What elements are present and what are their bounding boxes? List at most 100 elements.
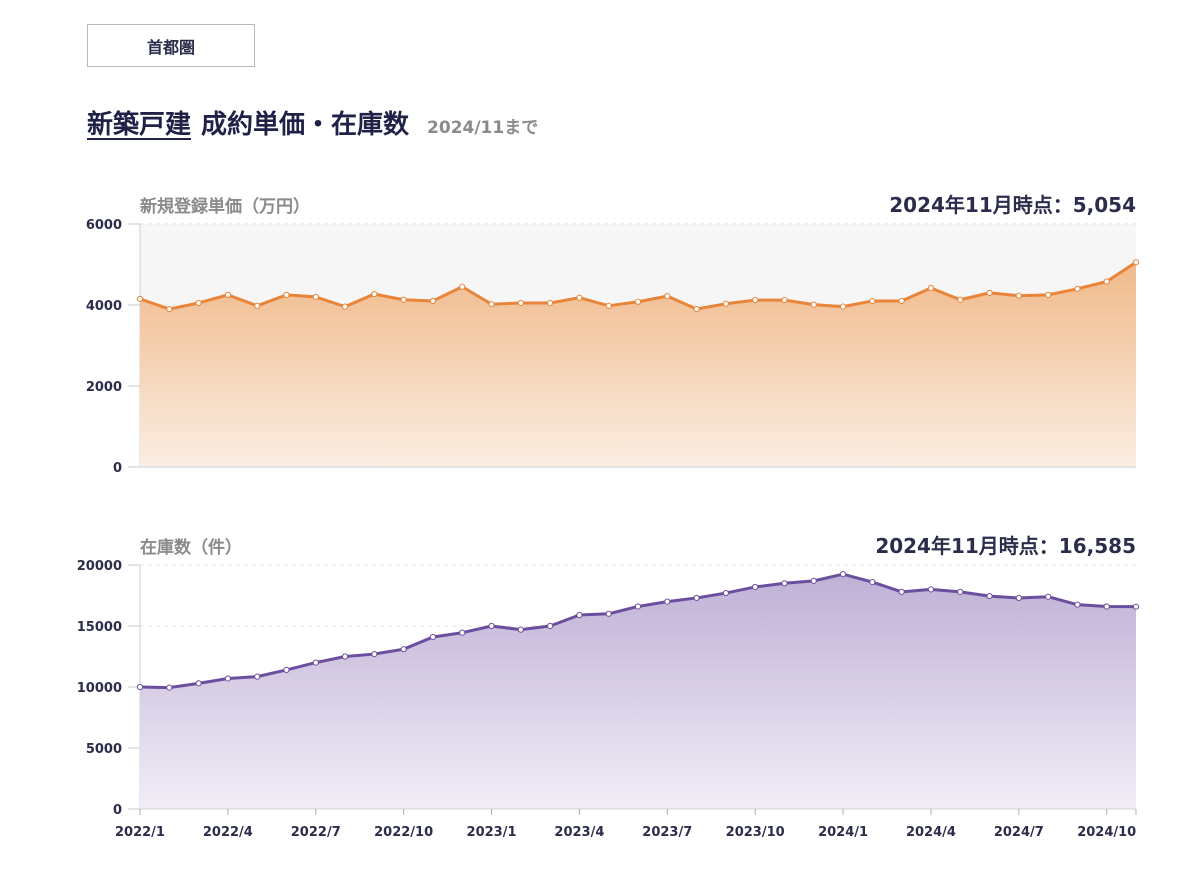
- chart-title: 新規登録単価（万円）: [140, 196, 310, 217]
- x-tick-label: 2023/7: [642, 825, 692, 840]
- x-tick-label: 2024/4: [906, 825, 956, 840]
- data-point: [752, 297, 759, 304]
- data-point: [1045, 291, 1052, 298]
- data-point: [634, 603, 642, 610]
- data-point: [605, 302, 612, 309]
- data-point: [576, 294, 583, 301]
- data-point: [371, 290, 378, 298]
- y-tick-label: 2000: [86, 380, 122, 395]
- data-point: [1132, 259, 1140, 266]
- data-point: [1103, 278, 1110, 285]
- x-tick-label: 2023/10: [726, 825, 785, 840]
- latest-value-annotation: 2024年11月時点：16,585: [875, 534, 1136, 558]
- data-point: [1074, 285, 1081, 292]
- series-area: [140, 574, 1136, 809]
- data-point: [839, 571, 847, 578]
- data-point: [781, 580, 788, 587]
- data-point: [400, 646, 407, 653]
- y-tick-label: 15000: [77, 620, 122, 635]
- y-tick-label: 0: [113, 461, 122, 476]
- y-tick-label: 10000: [77, 681, 122, 696]
- x-tick-label: 2024/10: [1077, 825, 1136, 840]
- data-point: [1132, 603, 1140, 610]
- chart-1: 0 2000 4000 6000 新規登録単価（万円） 2024年11月時点：5,054: [86, 193, 1140, 476]
- data-point: [693, 594, 700, 602]
- data-point: [634, 298, 642, 305]
- data-point: [1045, 593, 1052, 600]
- data-point: [1015, 292, 1022, 299]
- data-point: [517, 299, 524, 307]
- data-point: [898, 588, 905, 595]
- data-point: [547, 299, 554, 307]
- data-point: [312, 293, 319, 300]
- x-tick-label: 2023/1: [467, 825, 517, 840]
- y-tick-label: 4000: [86, 299, 122, 314]
- region-select-button[interactable]: 首都圏: [87, 24, 255, 67]
- series-area: [140, 262, 1136, 467]
- data-point: [488, 622, 495, 630]
- data-point: [547, 622, 554, 630]
- x-tick-label: 2023/4: [554, 825, 604, 840]
- latest-value-annotation: 2024年11月時点：5,054: [889, 193, 1136, 217]
- chart-2: 0 5000 10000 15000 20000 2022/1 2022/4 2022/7 20…: [77, 534, 1140, 840]
- data-point: [224, 675, 231, 682]
- x-tick-label: 2022/10: [374, 825, 433, 840]
- data-point: [429, 633, 437, 641]
- data-point: [1015, 594, 1022, 602]
- data-point: [195, 680, 202, 687]
- data-point: [459, 629, 466, 636]
- data-point: [752, 583, 759, 591]
- data-point: [254, 673, 261, 680]
- data-point: [898, 297, 905, 305]
- data-point: [810, 577, 817, 584]
- data-point: [810, 301, 817, 308]
- data-point: [429, 297, 437, 305]
- x-tick-label: 2022/1: [115, 825, 165, 840]
- data-point: [224, 291, 231, 298]
- data-point: [371, 650, 378, 658]
- data-period-note: 2024/11まで: [427, 118, 539, 138]
- y-tick-label: 5000: [86, 742, 122, 757]
- data-point: [195, 299, 202, 307]
- page-title: 成約単価・在庫数: [201, 110, 410, 140]
- data-point: [869, 297, 876, 305]
- data-point: [312, 659, 319, 666]
- x-tick-label: 2024/1: [818, 825, 868, 840]
- data-point: [400, 296, 407, 303]
- y-tick-label: 0: [113, 803, 122, 818]
- data-point: [722, 589, 729, 597]
- data-point: [957, 588, 964, 595]
- page-heading: 新築戸建 成約単価・在庫数 2024/11まで: [87, 104, 538, 141]
- data-point: [254, 302, 261, 309]
- category-link[interactable]: 新築戸建: [87, 110, 192, 140]
- data-point: [166, 684, 173, 691]
- data-point: [1103, 603, 1110, 610]
- data-point: [781, 297, 788, 304]
- data-point: [341, 303, 349, 310]
- data-point: [986, 593, 993, 600]
- data-point: [869, 578, 876, 586]
- chart-title: 在庫数（件）: [140, 537, 242, 558]
- x-tick-label: 2022/7: [291, 825, 341, 840]
- data-point: [986, 289, 993, 296]
- x-tick-label: 2024/7: [994, 825, 1044, 840]
- data-point: [136, 295, 144, 303]
- data-point: [517, 626, 524, 633]
- x-tick-label: 2022/4: [203, 825, 253, 840]
- y-tick-label: 6000: [86, 218, 122, 233]
- data-point: [488, 301, 495, 308]
- data-point: [576, 611, 583, 619]
- data-point: [722, 300, 729, 307]
- data-point: [664, 598, 671, 605]
- data-point: [283, 291, 290, 298]
- data-point: [605, 610, 612, 617]
- data-point: [341, 653, 349, 660]
- data-point: [927, 284, 935, 292]
- data-point: [1074, 601, 1081, 608]
- data-point: [166, 305, 173, 313]
- data-point: [839, 303, 847, 310]
- data-point: [693, 305, 700, 313]
- data-point: [459, 283, 466, 290]
- data-point: [283, 666, 290, 674]
